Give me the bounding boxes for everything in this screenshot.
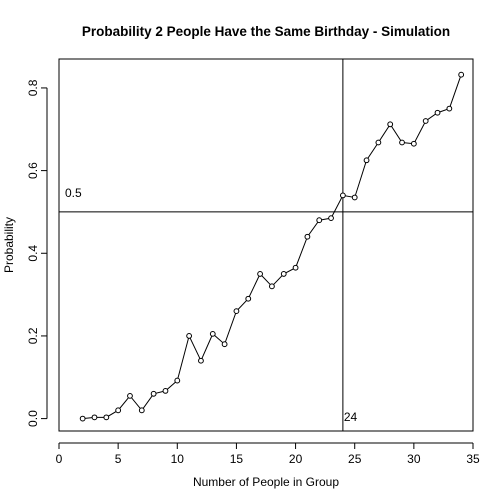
data-point (91, 414, 98, 421)
chart-title: Probability 2 People Have the Same Birth… (82, 24, 450, 39)
x-tick-label: 25 (348, 452, 362, 466)
data-point (138, 407, 145, 414)
y-tick-label: 0.4 (26, 245, 40, 262)
data-point (186, 333, 193, 339)
x-tick-label: 15 (230, 452, 244, 466)
data-point (304, 233, 311, 240)
data-point (422, 118, 429, 124)
data-point (316, 217, 323, 224)
series-line (82, 74, 462, 420)
data-point (269, 283, 275, 290)
x-tick-label: 20 (289, 452, 303, 466)
x-tick-label: 30 (407, 452, 421, 466)
data-point (339, 192, 346, 199)
data-point (387, 121, 394, 128)
x-tick-label: 5 (115, 452, 122, 466)
data-point (127, 392, 133, 399)
data-point (351, 194, 358, 201)
data-point (103, 414, 110, 421)
data-point (150, 390, 157, 397)
data-point (174, 377, 181, 384)
y-tick-label: 0.6 (26, 162, 40, 179)
data-point (328, 215, 334, 222)
y-tick-label: 0.8 (26, 79, 40, 96)
data-point (399, 139, 405, 146)
x-tick-label: 10 (171, 452, 185, 466)
y-tick-label: 0.2 (26, 327, 40, 344)
plot-frame (58, 58, 474, 432)
data-point (162, 388, 169, 394)
reference-lines: 0.5 24 (59, 59, 473, 431)
data-point (257, 271, 263, 277)
data-point (446, 105, 453, 112)
series-group (79, 71, 465, 422)
reference-label-horizontal: 0.5 (65, 186, 82, 200)
x-axis: 0 5 10 15 20 25 30 35 (56, 442, 480, 466)
x-tick-label: 35 (466, 452, 480, 466)
data-point (221, 341, 228, 348)
data-point (458, 71, 465, 78)
data-point (375, 139, 382, 146)
data-point (410, 140, 417, 147)
x-axis-label: Number of People in Group (193, 475, 339, 489)
data-point (79, 415, 86, 422)
y-axis: 0.0 0.2 0.4 0.6 0.8 (26, 79, 48, 427)
x-tick-label: 0 (56, 452, 63, 466)
y-tick-label: 0.0 (26, 410, 40, 427)
reference-label-vertical: 24 (344, 410, 358, 424)
y-axis-label: Probability (2, 217, 16, 273)
data-point (280, 271, 287, 277)
data-point (209, 330, 216, 337)
data-point (434, 109, 441, 116)
data-point (245, 295, 252, 302)
data-point (292, 264, 299, 271)
data-point (198, 357, 204, 364)
data-point (363, 157, 370, 164)
data-point (233, 308, 240, 315)
data-point (115, 407, 122, 414)
